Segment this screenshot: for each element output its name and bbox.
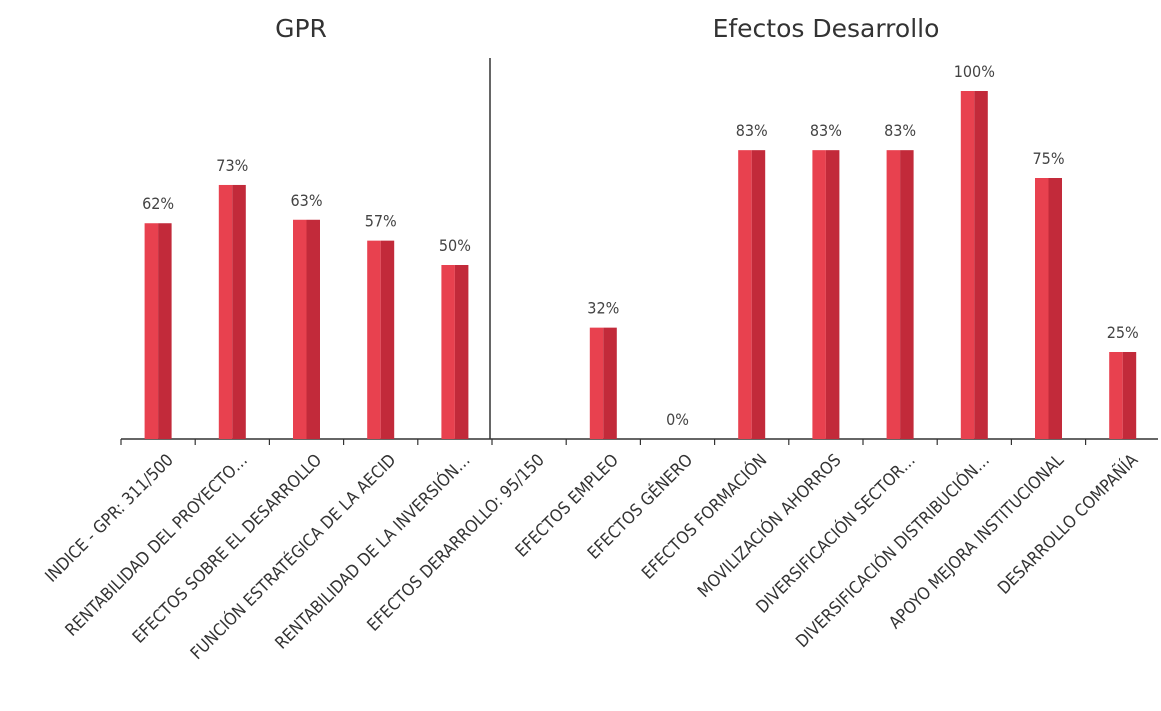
data-label: 62%	[142, 194, 174, 213]
data-label: 63%	[291, 191, 323, 210]
bar	[812, 150, 826, 439]
category-label: MOVILIZACIÓN AHORROS	[693, 449, 846, 602]
bar	[738, 150, 752, 439]
data-label: 25%	[1107, 323, 1139, 342]
data-label: 73%	[216, 156, 248, 175]
category-label: INDICE - GPR: 311/500	[41, 450, 177, 586]
bar	[218, 184, 233, 439]
group-title-gpr: GPR	[275, 14, 327, 43]
bar-shade	[306, 219, 320, 439]
bar-shade	[603, 327, 617, 439]
data-label: 57%	[365, 212, 397, 231]
category-label: EFECTOS FORMACIÓN	[637, 449, 772, 584]
bar	[1035, 178, 1049, 439]
bar-shade	[974, 91, 988, 439]
data-label: 83%	[736, 121, 768, 140]
bar-shade	[232, 184, 246, 439]
data-label: 75%	[1033, 149, 1065, 168]
bar-shade	[158, 223, 172, 439]
bar	[589, 327, 604, 439]
bar	[144, 223, 159, 439]
data-label: 83%	[884, 121, 916, 140]
bar	[293, 219, 307, 439]
bar	[367, 240, 381, 439]
data-label: 83%	[810, 121, 842, 140]
bar-shade	[751, 150, 766, 439]
data-label: 100%	[954, 62, 995, 81]
chart-marks: 62%INDICE - GPR: 311/50073%RENTABILIDAD …	[41, 58, 1158, 664]
data-label: 50%	[439, 236, 471, 255]
bar-shade	[1048, 178, 1062, 439]
bar-shade	[454, 265, 469, 439]
data-label: 0%	[666, 410, 689, 429]
bar	[441, 265, 455, 439]
group-title-efectos-desarrollo: Efectos Desarrollo	[713, 14, 940, 43]
bar-shade	[380, 240, 395, 439]
bar-shade	[900, 150, 914, 439]
bar-shade	[825, 150, 840, 439]
bar	[886, 150, 901, 439]
bar	[1109, 352, 1123, 439]
data-label: 32%	[587, 299, 619, 318]
bar	[960, 91, 975, 439]
bar-shade	[1122, 352, 1137, 439]
category-label: DESARROLLO COMPAÑÍA	[993, 449, 1143, 599]
